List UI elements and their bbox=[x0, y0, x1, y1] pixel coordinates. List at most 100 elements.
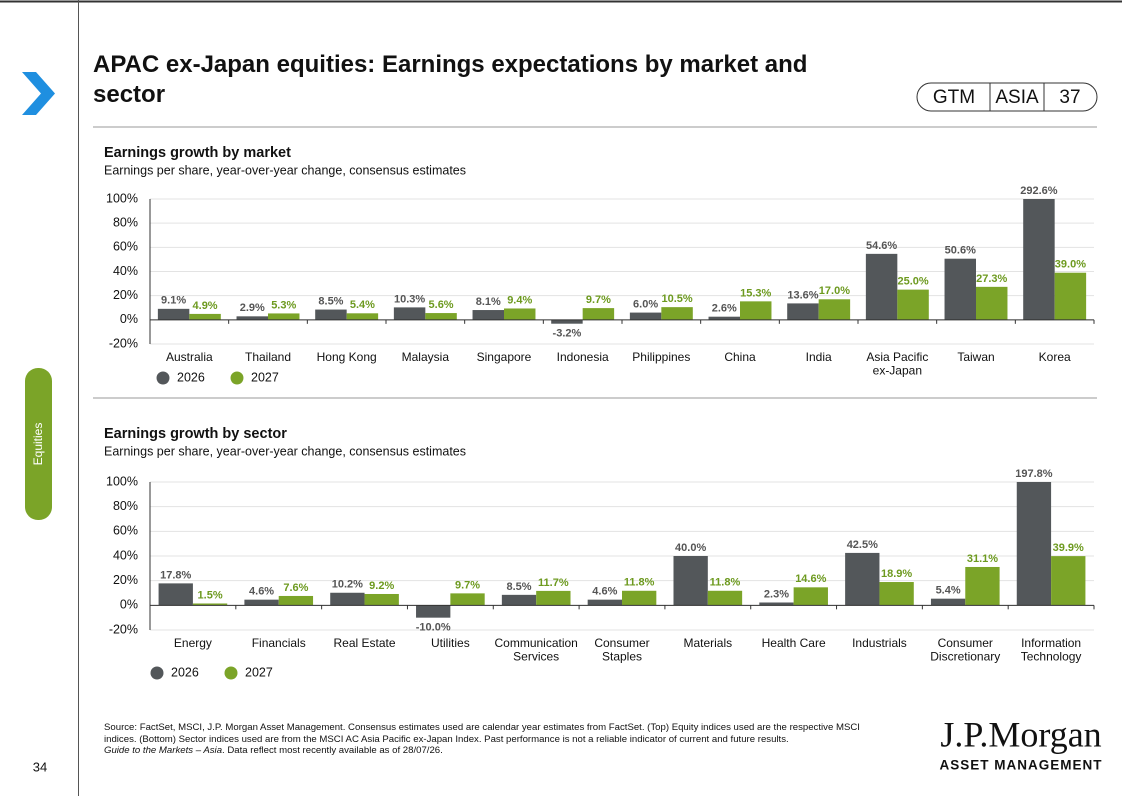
x-tick-label: China bbox=[724, 350, 756, 364]
value-label: 2.3% bbox=[764, 588, 789, 600]
bar bbox=[268, 313, 300, 320]
bars bbox=[158, 482, 1086, 618]
value-label: 39.9% bbox=[1053, 542, 1084, 554]
x-tick-label: Industrials bbox=[852, 636, 907, 650]
legend-marker bbox=[224, 666, 238, 680]
value-label: 18.9% bbox=[881, 568, 912, 580]
value-label: 4.6% bbox=[592, 586, 617, 598]
bar bbox=[865, 253, 898, 320]
legend-label: 2026 bbox=[171, 665, 199, 679]
bar bbox=[629, 312, 662, 320]
x-tick-label: Materials bbox=[683, 636, 732, 650]
value-label: 40.0% bbox=[675, 542, 706, 554]
legend-label: 2026 bbox=[177, 370, 205, 384]
bar bbox=[157, 308, 190, 320]
x-tick-label: Energy bbox=[174, 636, 212, 650]
x-tick-label: Real Estate bbox=[334, 636, 396, 650]
side-tab bbox=[25, 368, 52, 520]
bar bbox=[845, 552, 880, 606]
side-tab-label: Equities bbox=[31, 423, 45, 466]
x-tick-label: India bbox=[806, 350, 832, 364]
value-label: 1.5% bbox=[198, 589, 223, 601]
value-label: 17.0% bbox=[819, 285, 850, 297]
value-label: 2.6% bbox=[712, 303, 737, 315]
value-label: 5.6% bbox=[429, 299, 454, 311]
x-tick-label: Asia Pacific ex-Japan bbox=[866, 350, 928, 378]
bar bbox=[330, 592, 365, 606]
bar bbox=[236, 316, 268, 320]
x-tick-label: Health Care bbox=[762, 636, 826, 650]
value-label: 5.4% bbox=[350, 299, 375, 311]
y-tick-label: 0% bbox=[120, 312, 138, 326]
chevron-icon bbox=[22, 72, 55, 115]
value-label: 9.4% bbox=[507, 294, 532, 306]
x-tick-label: Singapore bbox=[477, 350, 532, 364]
value-label: 54.6% bbox=[866, 240, 897, 252]
value-label: 39.0% bbox=[1055, 259, 1086, 271]
value-label: 5.3% bbox=[271, 299, 296, 311]
bar bbox=[364, 593, 399, 606]
y-tick-label: 60% bbox=[113, 524, 138, 538]
footer: Source: FactSet, MSCI, J.P. Morgan Asset… bbox=[104, 722, 894, 757]
bar bbox=[536, 590, 571, 606]
legend-label: 2027 bbox=[251, 370, 279, 384]
x-tick-label: Consumer Staples bbox=[594, 636, 649, 664]
value-label: 17.8% bbox=[160, 569, 191, 581]
x-tick-label: Information Technology bbox=[1021, 636, 1082, 664]
value-label: 4.9% bbox=[193, 300, 218, 312]
bar bbox=[425, 313, 457, 320]
value-label: 2.9% bbox=[240, 302, 265, 314]
bar bbox=[818, 299, 851, 320]
x-tick-label: Philippines bbox=[632, 350, 690, 364]
value-label: 27.3% bbox=[976, 273, 1007, 285]
bar bbox=[346, 313, 379, 320]
bar bbox=[587, 599, 622, 606]
x-tick-label: Indonesia bbox=[557, 350, 609, 364]
bar bbox=[244, 599, 279, 606]
chart-title: Earnings growth by market bbox=[104, 145, 291, 161]
bar bbox=[708, 316, 740, 320]
y-tick-label: -20% bbox=[109, 622, 138, 636]
bar bbox=[192, 603, 228, 606]
date-note: . Data reflect most recently available a… bbox=[222, 745, 443, 756]
chart-subtitle: Earnings per share, year-over-year chang… bbox=[104, 444, 466, 458]
value-label: 11.8% bbox=[624, 577, 655, 589]
bars bbox=[157, 199, 1087, 324]
value-label: 8.1% bbox=[476, 296, 501, 308]
value-label: 9.2% bbox=[369, 580, 394, 592]
value-label: -3.2% bbox=[553, 328, 582, 340]
badge-text: 37 bbox=[1059, 87, 1080, 108]
value-label: 7.6% bbox=[283, 582, 308, 594]
value-label: 50.6% bbox=[945, 245, 976, 257]
value-label: 11.7% bbox=[538, 577, 569, 589]
bar bbox=[189, 313, 221, 320]
value-label: 15.3% bbox=[740, 287, 771, 299]
bar bbox=[673, 556, 708, 606]
bar bbox=[393, 307, 426, 320]
value-label: 9.1% bbox=[161, 295, 186, 307]
legend-marker bbox=[150, 666, 164, 680]
source-note: Source: FactSet, MSCI, J.P. Morgan Asset… bbox=[104, 722, 860, 745]
value-label: 197.8% bbox=[1015, 468, 1053, 480]
y-tick-label: -20% bbox=[109, 336, 138, 350]
bar bbox=[551, 319, 583, 324]
bar bbox=[965, 566, 1000, 606]
y-tick-label: 0% bbox=[120, 598, 138, 612]
y-tick-label: 80% bbox=[113, 499, 138, 513]
value-label: 8.5% bbox=[318, 295, 343, 307]
bar bbox=[930, 598, 966, 606]
bar bbox=[622, 590, 657, 606]
value-label: 8.5% bbox=[506, 581, 531, 593]
y-tick-label: 40% bbox=[113, 264, 138, 278]
value-label: 9.7% bbox=[455, 579, 480, 591]
bar bbox=[944, 258, 976, 320]
x-tick-label: Consumer Discretionary bbox=[930, 636, 1000, 664]
bar bbox=[897, 289, 929, 320]
bar bbox=[416, 605, 451, 618]
bar bbox=[793, 587, 828, 606]
page-number: 34 bbox=[33, 759, 47, 774]
legend-marker bbox=[230, 371, 244, 385]
value-label: 4.6% bbox=[249, 586, 274, 598]
